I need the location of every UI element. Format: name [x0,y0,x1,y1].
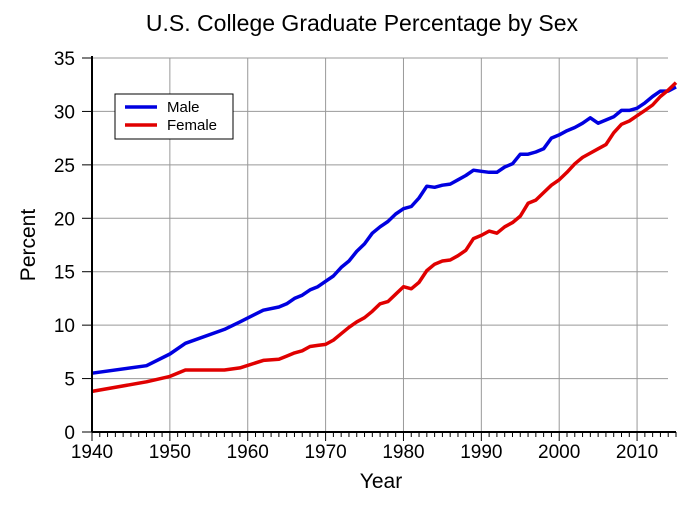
ticks: 1940 1950 1960 1970 1980 1990 2000 2010 0 5 10 15 20… [54,49,677,463]
x-tick-label: 1960 [227,442,269,463]
x-tick-label: 1950 [149,442,191,463]
y-tick-label: 0 [64,423,75,444]
legend-box [114,93,234,140]
series-line-female [91,81,678,394]
x-tick-label: 2000 [538,442,580,463]
x-tick-label: 1940 [71,442,113,463]
axes [91,56,676,433]
x-axis-label: Year [360,470,402,493]
chart-title: U.S. College Graduate Percentage by Sex [146,10,579,36]
legend-label-male: Male [167,99,200,116]
x-tick-label: 1990 [460,442,502,463]
series-line-male [91,85,677,375]
x-tick-label: 1980 [382,442,424,463]
y-tick-label: 15 [54,263,75,284]
y-tick-label: 10 [54,316,75,337]
y-tick-label: 30 [54,102,75,123]
y-tick-label: 35 [54,49,75,70]
x-tick-label: 2010 [616,442,658,463]
legend-label-female: Female [167,117,217,134]
y-axis-label: Percent [17,209,40,282]
y-tick-label: 20 [54,209,75,230]
y-tick-label: 5 [64,370,75,391]
x-tick-label: 1970 [304,442,346,463]
y-tick-label: 25 [54,156,75,177]
series-lines [91,81,678,394]
legend: Male Female [114,93,234,140]
